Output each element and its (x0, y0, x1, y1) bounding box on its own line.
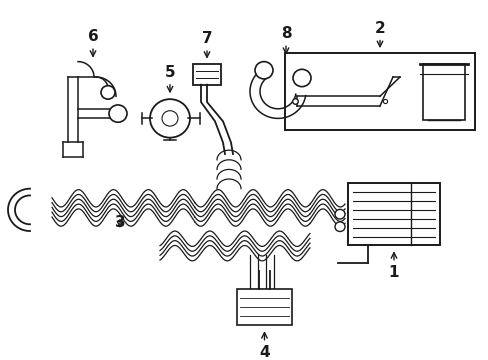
Text: 1: 1 (388, 265, 398, 280)
Text: 2: 2 (374, 21, 385, 36)
Text: 6: 6 (87, 29, 98, 44)
Bar (422, 64, 464, 120)
Text: 3: 3 (115, 215, 125, 230)
Circle shape (334, 210, 345, 219)
Bar (285, 53, 474, 130)
Bar (237, 289, 291, 325)
Circle shape (101, 86, 115, 99)
Circle shape (254, 62, 272, 79)
Circle shape (162, 111, 178, 126)
Text: 5: 5 (164, 65, 175, 80)
Text: 8: 8 (280, 26, 291, 41)
Circle shape (292, 69, 310, 87)
Circle shape (109, 105, 127, 122)
Text: 7: 7 (201, 31, 212, 46)
Text: 4: 4 (259, 345, 269, 360)
Bar (347, 183, 439, 246)
Bar (193, 63, 221, 85)
Circle shape (334, 222, 345, 231)
Circle shape (150, 99, 190, 138)
